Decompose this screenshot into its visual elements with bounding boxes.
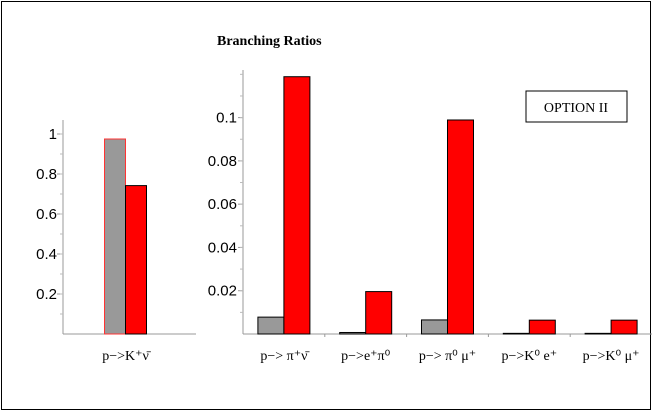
- bar-gray: [104, 138, 126, 335]
- option-legend-box: OPTION II: [525, 90, 628, 123]
- bar-gray: [421, 319, 448, 335]
- category-label: p−>e⁺π⁰: [341, 349, 390, 364]
- category-label: p−> π⁺ν̄: [260, 349, 310, 364]
- bar-red: [283, 76, 311, 335]
- category-label: p−> π⁰ μ⁺: [419, 349, 476, 364]
- bar-red: [447, 119, 474, 335]
- y-tick-label: 0.04: [208, 239, 237, 256]
- bar-gray: [339, 331, 367, 335]
- y-tick-label: 0.08: [208, 153, 237, 170]
- y-tick-label: 0.8: [36, 166, 57, 183]
- y-tick-label: 0.6: [36, 206, 57, 223]
- right-panel: 0.02 0.04 0.06 0.08 0.1 p−> π⁺ν̄ p−>e⁺π⁰ p−> π⁰…: [208, 70, 652, 364]
- y-tick-label: 0.1: [216, 110, 237, 127]
- category-label: p−>K⁺ν̄: [102, 349, 152, 364]
- y-tick-label: 1: [49, 126, 57, 143]
- category-label: p−>K⁰ μ⁺: [583, 349, 640, 364]
- y-tick-label: 0.02: [208, 283, 237, 300]
- bar-gray: [502, 332, 530, 335]
- bar-gray: [257, 316, 285, 335]
- bar-red: [610, 319, 638, 335]
- bar-red: [125, 185, 147, 335]
- y-tick-label: 0.2: [36, 286, 57, 303]
- bar-red: [365, 291, 393, 335]
- y-tick-label: 0.4: [36, 246, 57, 263]
- y-tick-label: 0.06: [208, 196, 237, 213]
- left-panel: 0.2 0.4 0.6 0.8 1 p−>K⁺ν̄: [36, 120, 196, 364]
- bar-gray: [584, 332, 612, 335]
- chart-title: Branching Ratios: [217, 34, 322, 49]
- option-label: OPTION II: [544, 101, 608, 116]
- category-label: p−>K⁰ e⁺: [501, 349, 557, 364]
- bar-red: [528, 319, 556, 335]
